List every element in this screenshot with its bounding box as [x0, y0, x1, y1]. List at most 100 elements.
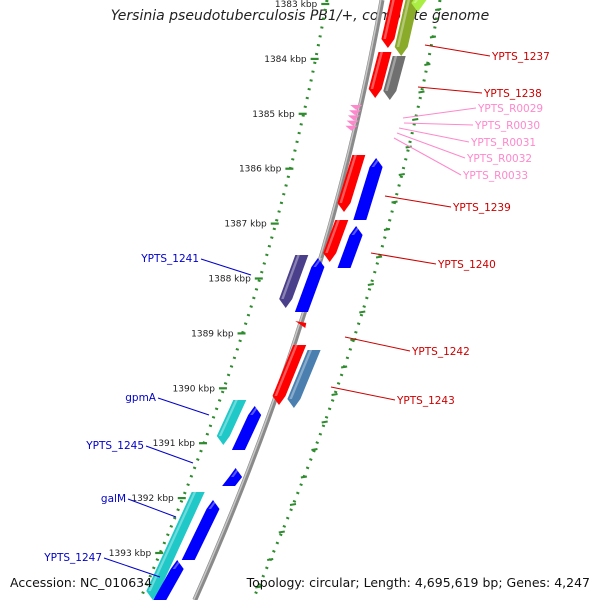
gene-label-right[interactable]: YPTS_1237: [491, 51, 550, 63]
gene-ypts-1237-body[interactable]: [381, 0, 404, 48]
gene-gpma-body[interactable]: [216, 400, 247, 445]
gene-gpma[interactable]: [216, 400, 247, 445]
label-leader-line: [344, 336, 411, 352]
gene-label-left[interactable]: YPTS_1247: [43, 552, 102, 564]
gene-ypts-1238-body[interactable]: [368, 52, 392, 98]
ruler-minor-tick: [412, 118, 419, 121]
gene-galm-b-body[interactable]: [181, 500, 220, 560]
ruler-minor-tick: [435, 8, 442, 11]
rrna-chevron[interactable]: [349, 110, 362, 116]
gene-ypts-1241-b[interactable]: [294, 258, 325, 312]
gene-ypts-1239[interactable]: [337, 155, 366, 212]
label-leader-line: [127, 498, 177, 518]
rrna-chevron[interactable]: [346, 120, 359, 126]
ruler-tick-label: 1391 kbp: [153, 439, 196, 449]
gene-label-right[interactable]: YPTS_R0029: [477, 103, 543, 115]
ruler-layer: 1383 kbp 1384 kbp 1385 kbp 1386 kbp 1387 kbp…: [109, 0, 442, 600]
gene-galm-body[interactable]: [146, 492, 205, 600]
gene-ypts-1242-body[interactable]: [272, 345, 307, 405]
label-leader-line: [402, 107, 477, 119]
gene-label-right[interactable]: YPTS_1243: [396, 395, 455, 407]
gene-label-right[interactable]: YPTS_R0032: [466, 153, 532, 165]
gene-galm-b[interactable]: [181, 500, 220, 560]
gene-gpma-shine: [218, 400, 238, 436]
feature-layer[interactable]: [146, 0, 427, 600]
label-leader-line: [145, 445, 194, 464]
gene-ypts-1247-b-shine: [172, 560, 182, 569]
gene-ypts-1241-b-body[interactable]: [294, 258, 325, 312]
gene-label-right[interactable]: YPTS_R0031: [470, 137, 536, 149]
gene-label-right[interactable]: YPTS_1239: [452, 202, 511, 214]
gene-galm[interactable]: [146, 492, 205, 600]
gene-olive-1-body[interactable]: [394, 0, 419, 56]
gene-gpma-b[interactable]: [231, 406, 262, 450]
gene-ypts-1240-b[interactable]: [337, 226, 363, 268]
label-leader-line: [424, 44, 491, 57]
label-layer[interactable]: YPTS_1237 YPTS_1238 YPTS_R0029 YPTS_R0030 YP…: [43, 44, 550, 578]
gene-ypts-1243[interactable]: [287, 350, 321, 408]
label-leader-line: [403, 122, 474, 126]
ruler-tick-label: 1383 kbp: [275, 0, 318, 10]
gene-label-left[interactable]: galM: [101, 493, 126, 505]
ruler-minor-tick: [340, 365, 348, 369]
gene-ypts-1239-b[interactable]: [353, 158, 383, 220]
gene-ypts-1239-b-body[interactable]: [353, 158, 383, 220]
ruler-minor-tick: [398, 173, 405, 176]
gene-label-right[interactable]: YPTS_1238: [483, 88, 542, 100]
accession-text: Accession: NC_010634: [10, 575, 153, 590]
gene-ypts-1238-shine: [370, 52, 383, 89]
gene-small-blue[interactable]: [222, 468, 243, 486]
rrna-chevron[interactable]: [345, 125, 358, 131]
gene-small-red[interactable]: [295, 321, 307, 328]
gene-ypts-1241[interactable]: [279, 255, 309, 308]
gene-olive-1[interactable]: [394, 0, 419, 56]
gene-light-green-1[interactable]: [411, 0, 427, 12]
gene-ypts-1237[interactable]: [381, 0, 404, 48]
ruler-minor-tick: [289, 503, 297, 506]
gene-gpma-b-body[interactable]: [231, 406, 262, 450]
gene-ypts-1243-body[interactable]: [287, 350, 321, 408]
gene-ypts-1241-body[interactable]: [279, 255, 309, 308]
ruler-minor-tick: [267, 558, 274, 561]
gene-label-left[interactable]: YPTS_1241: [140, 253, 199, 265]
ruler-tick-label: 1389 kbp: [191, 329, 234, 339]
gene-ypts-1243-shine: [289, 350, 313, 399]
label-leader-line: [157, 397, 210, 416]
gene-label-right[interactable]: YPTS_1242: [411, 346, 470, 358]
gene-ypts-1242[interactable]: [272, 345, 307, 405]
gene-ypts-1247-b[interactable]: [153, 560, 184, 600]
gene-gray-1[interactable]: [383, 56, 406, 100]
gene-ypts-1240[interactable]: [323, 220, 349, 262]
gene-galm-shine: [148, 492, 197, 591]
gene-ypts-1247-b-body[interactable]: [153, 560, 184, 600]
ruler-minor-tick: [383, 228, 391, 231]
gene-light-green-1-body[interactable]: [411, 0, 427, 12]
gene-label-right[interactable]: YPTS_1240: [437, 259, 496, 271]
gene-ypts-1240-body[interactable]: [323, 220, 349, 262]
rrna-chevron[interactable]: [347, 115, 360, 121]
ruler-minor-tick: [300, 475, 308, 479]
gene-gray-1-body[interactable]: [383, 56, 406, 100]
rrna-chevron[interactable]: [350, 105, 363, 110]
ruler-minor-tick: [278, 530, 285, 534]
gene-ypts-1240-b-body[interactable]: [337, 226, 363, 268]
gene-gpma-b-shine: [250, 406, 260, 415]
gene-small-blue-body[interactable]: [222, 468, 243, 486]
gene-ypts-1238[interactable]: [368, 52, 392, 98]
ruler-minor-tick: [424, 63, 431, 66]
gene-label-right[interactable]: YPTS_R0030: [474, 120, 540, 132]
ruler-minor-tick: [429, 35, 437, 39]
ruler-tick-label: 1386 kbp: [239, 165, 282, 175]
gene-light-green-1-shine: [413, 0, 418, 3]
gene-label-right[interactable]: YPTS_R0033: [462, 170, 528, 182]
label-leader-line: [393, 137, 462, 176]
gene-ypts-1241-shine: [281, 255, 300, 299]
ruler-tick-label: 1393 kbp: [109, 549, 152, 559]
label-leader-line: [396, 132, 466, 159]
gene-ypts-1239-shine: [339, 155, 357, 203]
gene-olive-1-shine: [396, 0, 410, 47]
gene-ypts-1239-body[interactable]: [337, 155, 366, 212]
gene-label-left[interactable]: YPTS_1245: [85, 440, 144, 452]
gene-label-left[interactable]: gpmA: [125, 392, 157, 404]
